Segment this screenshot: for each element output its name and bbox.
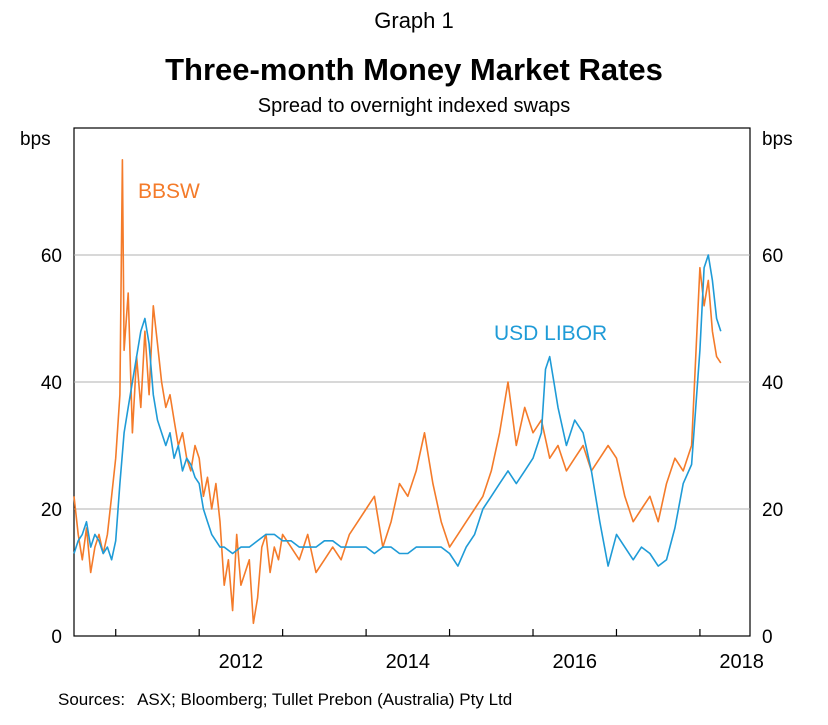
axes: 0 0 20 20 40 40 60 60 2012 2014 2016 2018 (41, 246, 783, 673)
y-tick-label-right: 40 (762, 373, 783, 394)
y-tick-label-left: 20 (41, 500, 62, 521)
y-axis-unit-left: bps (20, 129, 51, 150)
y-tick-label-right: 60 (762, 246, 783, 267)
y-tick-label-left: 0 (51, 627, 62, 648)
series-line-bbsw (73, 159, 722, 625)
x-tick-label: 2016 (552, 651, 597, 673)
series-line-usd-libor (73, 254, 722, 567)
series-label-bbsw: BBSW (138, 180, 200, 203)
y-tick-label-right: 0 (762, 627, 773, 648)
graph-number-label: Graph 1 (374, 8, 454, 33)
series-label-usd-libor: USD LIBOR (494, 322, 607, 345)
x-tick-label: 2014 (386, 651, 431, 673)
series-lines (73, 159, 722, 625)
source-text: ASX; Bloomberg; Tullet Prebon (Australia… (137, 690, 513, 709)
source-note: Sources: ASX; Bloomberg; Tullet Prebon (A… (58, 690, 512, 710)
chart-subtitle: Spread to overnight indexed swaps (257, 95, 571, 117)
grid-lines (74, 254, 750, 510)
source-label: Sources: (58, 690, 126, 709)
y-tick-label-right: 20 (762, 500, 783, 521)
x-tick-label: 2018 (719, 651, 764, 673)
y-tick-label-left: 60 (41, 246, 62, 267)
y-axis-unit-right: bps (762, 129, 793, 150)
chart-title: Three-month Money Market Rates (165, 52, 663, 87)
y-tick-label-left: 40 (41, 373, 62, 394)
x-tick-label: 2012 (219, 651, 264, 673)
